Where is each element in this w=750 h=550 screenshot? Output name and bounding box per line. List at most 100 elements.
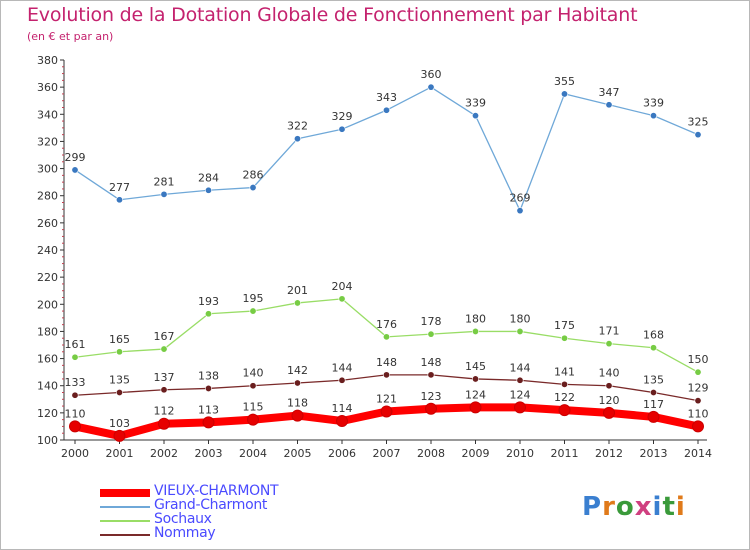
y-tick-label: 100	[37, 434, 58, 447]
data-point	[382, 371, 390, 379]
data-point	[558, 404, 571, 417]
legend-swatch	[100, 506, 150, 508]
y-tick-label: 380	[37, 54, 58, 67]
data-point	[71, 166, 79, 174]
data-label: 339	[643, 97, 664, 110]
data-point	[247, 413, 259, 426]
legend-item-nommay: Nommay	[100, 525, 400, 541]
data-point	[338, 295, 346, 303]
data-label: 299	[65, 151, 86, 164]
data-label: 161	[65, 338, 86, 351]
data-label: 175	[554, 319, 575, 332]
y-tick-label: 200	[37, 298, 58, 311]
x-tick-label: 2011	[551, 447, 579, 460]
data-point	[160, 345, 168, 353]
data-point	[427, 371, 435, 379]
data-point	[380, 405, 393, 418]
data-label: 110	[688, 407, 709, 420]
data-point	[649, 344, 657, 352]
data-label: 122	[554, 391, 575, 404]
data-point	[649, 388, 657, 396]
data-label: 123	[421, 390, 442, 403]
x-tick-label: 2012	[595, 447, 623, 460]
data-point	[249, 307, 257, 315]
y-tick-label: 180	[37, 325, 58, 338]
data-label: 140	[599, 367, 620, 380]
data-label: 339	[465, 97, 486, 110]
data-label: 138	[198, 369, 219, 382]
data-point	[560, 334, 568, 342]
y-tick-label: 120	[37, 407, 58, 420]
data-label: 165	[109, 333, 130, 346]
data-label: 117	[643, 398, 664, 411]
data-point	[469, 401, 482, 414]
data-point	[158, 417, 170, 430]
y-tick-label: 240	[37, 244, 58, 257]
y-tick-label: 260	[37, 217, 58, 230]
data-point	[516, 207, 524, 215]
data-label: 329	[332, 110, 353, 123]
data-point	[605, 340, 613, 348]
data-point	[514, 401, 526, 414]
data-point	[427, 330, 435, 338]
data-point	[560, 90, 568, 98]
data-point	[427, 83, 435, 91]
data-label: 204	[332, 280, 353, 293]
x-tick-label: 2004	[239, 447, 267, 460]
data-label: 113	[198, 403, 219, 416]
data-point	[603, 406, 615, 419]
data-point	[338, 376, 346, 384]
data-point	[160, 386, 168, 394]
x-tick-label: 2013	[640, 447, 668, 460]
x-tick-label: 2008	[417, 447, 445, 460]
data-label: 129	[688, 382, 709, 395]
x-tick-label: 2006	[328, 447, 356, 460]
data-label: 201	[287, 284, 308, 297]
data-label: 120	[599, 394, 620, 407]
legend-label: Sochaux	[154, 511, 212, 527]
series-nommay: 133 135 137 138 140 142 144 148 148 145 144 141 140 1…	[65, 356, 709, 405]
data-label: 284	[198, 171, 219, 184]
y-tick-label: 220	[37, 271, 58, 284]
proxiti-logo: Proxiti	[582, 492, 686, 522]
logo-letter: i	[652, 492, 663, 522]
y-tick-label: 360	[37, 81, 58, 94]
data-label: 148	[421, 356, 442, 369]
data-label: 171	[599, 325, 620, 338]
data-point	[694, 131, 702, 139]
legend-label: Nommay	[154, 525, 216, 541]
data-label: 180	[465, 312, 486, 325]
data-label: 286	[243, 169, 264, 182]
data-label: 167	[154, 330, 175, 343]
data-label: 144	[510, 361, 531, 374]
data-label: 325	[688, 116, 709, 129]
data-point	[249, 184, 257, 192]
data-point	[202, 416, 215, 429]
y-tick-label: 320	[37, 135, 58, 148]
x-tick-label: 2000	[61, 447, 89, 460]
x-tick-label: 2005	[284, 447, 312, 460]
x-tick-label: 2007	[373, 447, 401, 460]
data-point	[516, 376, 524, 384]
data-point	[160, 190, 168, 198]
data-label: 277	[109, 181, 130, 194]
data-label: 343	[376, 91, 397, 104]
data-label: 168	[643, 329, 664, 342]
data-label: 121	[376, 393, 397, 406]
data-label: 135	[643, 374, 664, 387]
x-tick-label: 2014	[684, 447, 712, 460]
series-sochaux: 161 165 167 193 195 201 204 176 178 180 180 175 171 1…	[65, 280, 709, 376]
y-tick-label: 300	[37, 163, 58, 176]
x-tick-label: 2002	[150, 447, 178, 460]
data-label: 137	[154, 371, 175, 384]
data-label: 141	[554, 365, 575, 378]
legend-swatch	[100, 489, 150, 497]
data-point	[605, 382, 613, 390]
data-label: 148	[376, 356, 397, 369]
series-vieux-charmont: 110 103 112 113 115 118 114 121 123 124 124 122 120 1…	[65, 388, 709, 442]
data-point	[249, 382, 257, 390]
data-label: 144	[332, 361, 353, 374]
data-label: 118	[287, 397, 308, 410]
series-line	[74, 86, 699, 212]
